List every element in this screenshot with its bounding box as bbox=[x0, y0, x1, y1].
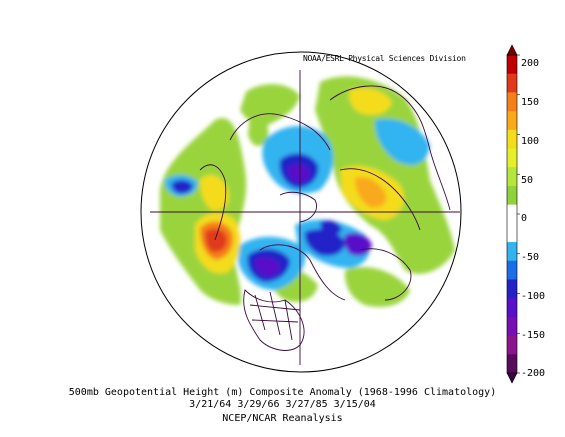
colorbar-tick: -150 bbox=[521, 330, 546, 341]
colorbar-swatch bbox=[507, 148, 517, 168]
caption-line1: 500mb Geopotential Height (m) Composite … bbox=[68, 387, 497, 398]
colorbar-swatch bbox=[507, 279, 517, 299]
colorbar-swatch bbox=[507, 111, 517, 131]
colorbar-swatch bbox=[507, 335, 517, 355]
caption-line3: NCEP/NCAR Reanalysis bbox=[222, 413, 343, 424]
colorbar-tick: 100 bbox=[521, 136, 540, 147]
colorbar-tick: -200 bbox=[521, 368, 546, 379]
colorbar-swatch bbox=[507, 92, 517, 112]
colorbar bbox=[506, 44, 520, 384]
colorbar-max-arrow bbox=[506, 44, 518, 56]
colorbar-tick: 50 bbox=[521, 175, 534, 186]
colorbar-tick: 0 bbox=[521, 213, 528, 224]
colorbar-swatch bbox=[507, 298, 517, 318]
colorbar-tick: -100 bbox=[521, 291, 546, 302]
coastlines bbox=[150, 70, 460, 365]
credit-label: NOAA/ESRL Physical Sciences Division bbox=[303, 54, 466, 63]
colorbar-swatch bbox=[507, 260, 517, 280]
colorbar-swatch bbox=[507, 129, 517, 150]
map-border bbox=[140, 51, 462, 373]
colorbar-tick: -50 bbox=[521, 252, 540, 263]
colorbar-swatch bbox=[507, 185, 517, 206]
colorbar-min-arrow bbox=[506, 372, 518, 384]
colorbar-swatch bbox=[507, 354, 517, 374]
colorbar-swatch bbox=[507, 223, 517, 243]
colorbar-tick: 200 bbox=[521, 58, 540, 69]
caption-line2: 3/21/64 3/29/66 3/27/85 3/15/04 bbox=[189, 399, 376, 410]
anomaly-fill bbox=[160, 76, 455, 307]
colorbar-swatch bbox=[507, 242, 517, 262]
colorbar-swatch bbox=[507, 55, 517, 75]
colorbar-swatch bbox=[507, 204, 517, 224]
colorbar-swatch bbox=[507, 316, 517, 337]
colorbar-swatch bbox=[507, 167, 517, 187]
colorbar-tick: 150 bbox=[521, 97, 540, 108]
colorbar-swatch bbox=[507, 73, 517, 93]
